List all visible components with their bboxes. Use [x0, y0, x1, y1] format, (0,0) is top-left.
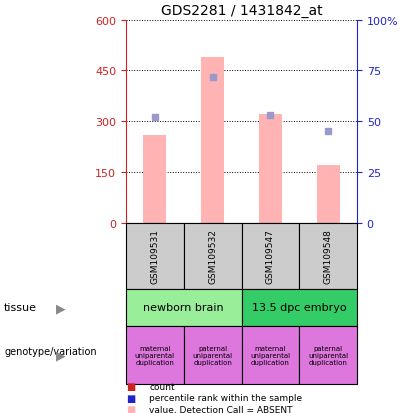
Bar	[184, 326, 242, 384]
Text: ■: ■	[126, 381, 135, 391]
Text: GSM109531: GSM109531	[150, 229, 159, 283]
Bar	[126, 289, 242, 326]
Text: count: count	[149, 382, 175, 391]
Bar	[259, 115, 282, 223]
Bar	[126, 223, 184, 289]
Text: percentile rank within the sample: percentile rank within the sample	[149, 393, 302, 402]
Text: GSM109532: GSM109532	[208, 229, 217, 283]
Text: value, Detection Call = ABSENT: value, Detection Call = ABSENT	[149, 405, 293, 413]
Text: ■: ■	[126, 404, 135, 413]
Text: maternal
uniparental
duplication: maternal uniparental duplication	[135, 345, 175, 365]
Text: ▶: ▶	[56, 349, 66, 362]
Text: ▶: ▶	[56, 301, 66, 314]
Bar	[299, 326, 357, 384]
Text: tissue: tissue	[4, 303, 37, 313]
Bar	[241, 223, 299, 289]
Text: newborn brain: newborn brain	[144, 303, 224, 313]
Bar	[143, 135, 166, 223]
Title: GDS2281 / 1431842_at: GDS2281 / 1431842_at	[161, 4, 322, 18]
Text: GSM109547: GSM109547	[266, 229, 275, 283]
Bar	[317, 166, 340, 223]
Text: paternal
uniparental
duplication: paternal uniparental duplication	[192, 345, 233, 365]
Text: genotype/variation: genotype/variation	[4, 346, 97, 356]
Text: paternal
uniparental
duplication: paternal uniparental duplication	[308, 345, 348, 365]
Bar	[299, 223, 357, 289]
Bar	[184, 223, 242, 289]
Text: maternal
uniparental
duplication: maternal uniparental duplication	[250, 345, 291, 365]
Bar	[241, 289, 357, 326]
Bar	[126, 326, 184, 384]
Bar	[241, 326, 299, 384]
Text: 13.5 dpc embryo: 13.5 dpc embryo	[252, 303, 346, 313]
Text: ■: ■	[126, 393, 135, 403]
Bar	[201, 58, 224, 223]
Text: GSM109548: GSM109548	[324, 229, 333, 283]
